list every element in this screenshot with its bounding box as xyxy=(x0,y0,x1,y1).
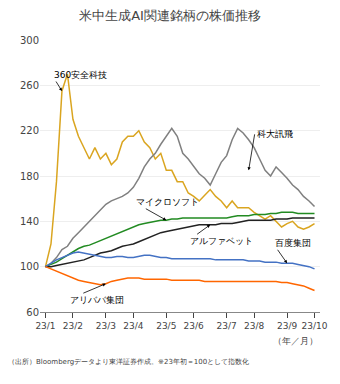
svg-text:23/3: 23/3 xyxy=(96,321,116,331)
svg-text:23/9: 23/9 xyxy=(277,321,297,331)
svg-text:23/5: 23/5 xyxy=(156,321,176,331)
svg-text:米中生成AI関連銘柄の株価推移: 米中生成AI関連銘柄の株価推移 xyxy=(79,8,261,23)
svg-text:23/10: 23/10 xyxy=(302,321,328,331)
svg-text:23/4: 23/4 xyxy=(123,321,143,331)
svg-text:アルファベット: アルファベット xyxy=(190,236,253,246)
svg-text:百度集団: 百度集団 xyxy=(275,238,311,248)
svg-text:300: 300 xyxy=(20,35,39,46)
svg-text:360安全科技: 360安全科技 xyxy=(54,70,107,80)
svg-text:260: 260 xyxy=(20,80,39,91)
svg-text:マイクロソフト: マイクロソフト xyxy=(136,197,199,207)
svg-text:60: 60 xyxy=(26,307,39,318)
svg-text:科大訊飛: 科大訊飛 xyxy=(257,129,293,139)
svg-text:（出所）Bloombergデータより東洋証券作成。※23年初: （出所）Bloombergデータより東洋証券作成。※23年初＝100として指数化 xyxy=(8,358,249,366)
svg-text:140: 140 xyxy=(20,216,39,227)
svg-text:（年／月）: （年／月） xyxy=(273,336,318,346)
svg-text:23/8: 23/8 xyxy=(244,321,264,331)
svg-text:23/2: 23/2 xyxy=(63,321,83,331)
svg-text:アリババ集団: アリババ集団 xyxy=(70,295,124,305)
svg-text:220: 220 xyxy=(20,125,39,136)
svg-text:23/7: 23/7 xyxy=(217,321,237,331)
svg-text:23/6: 23/6 xyxy=(184,321,204,331)
svg-text:180: 180 xyxy=(20,171,39,182)
svg-text:23/1: 23/1 xyxy=(35,321,55,331)
svg-text:100: 100 xyxy=(20,261,39,272)
